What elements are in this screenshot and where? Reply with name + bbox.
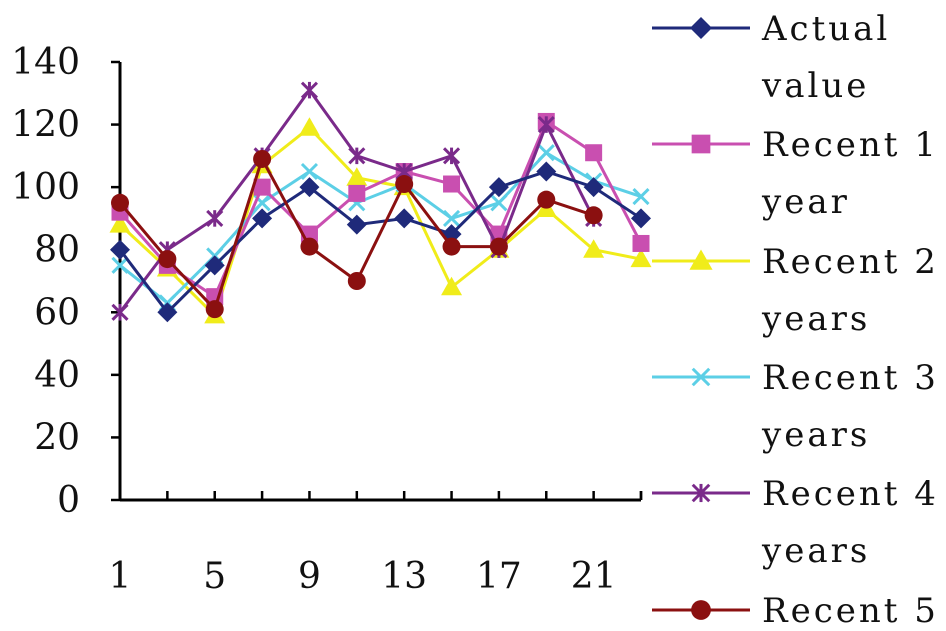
star-marker xyxy=(300,81,319,99)
diamond-marker xyxy=(690,17,712,39)
series-1 xyxy=(110,161,651,323)
chart-axes xyxy=(118,62,641,502)
square-marker xyxy=(691,134,711,154)
legend-label: Recent 3 xyxy=(762,358,939,398)
series-line xyxy=(118,170,642,314)
triangle-marker xyxy=(689,249,713,270)
y-tick-label: 140 xyxy=(11,42,80,83)
diamond-marker xyxy=(110,239,130,260)
diamond-marker xyxy=(346,214,367,235)
x-tick-label: 5 xyxy=(203,556,226,597)
legend-label: Recent 2 xyxy=(762,242,939,282)
y-axis-ticks: 0 20 40 60 80 100 120 140 xyxy=(11,42,120,521)
series-layer xyxy=(109,81,652,324)
circle-marker xyxy=(253,149,272,168)
circle-marker xyxy=(584,206,603,225)
x-marker-stroke xyxy=(111,256,129,274)
diamond-marker xyxy=(299,177,320,198)
x-marker xyxy=(442,209,461,227)
triangle-marker xyxy=(298,117,320,136)
triangle-marker xyxy=(441,276,463,296)
legend-label: Recent 5 xyxy=(762,591,939,631)
legend-entry: Recent 1 year xyxy=(652,125,939,222)
legend-label: Recent 1 xyxy=(762,125,939,165)
legend-label: years xyxy=(761,415,870,455)
x-marker-stroke xyxy=(442,209,461,227)
diamond-marker xyxy=(157,302,178,323)
x-marker xyxy=(691,367,711,387)
diamond-marker xyxy=(536,161,557,182)
x-tick-label: 21 xyxy=(571,556,617,597)
circle-marker xyxy=(442,237,461,256)
x-marker-stroke xyxy=(300,162,319,181)
star-marker xyxy=(442,147,461,165)
x-marker xyxy=(537,144,555,162)
circle-marker xyxy=(691,600,711,620)
x-axis-ticks: 1 5 9 13 17 21 xyxy=(109,491,643,597)
square-marker xyxy=(443,175,461,193)
star-marker xyxy=(348,147,366,165)
x-tick-label: 9 xyxy=(298,556,321,597)
legend-entry: Recent 2 years xyxy=(652,242,939,339)
x-marker-stroke xyxy=(691,367,711,387)
star-marker xyxy=(111,303,129,321)
square-marker xyxy=(348,184,366,202)
legend-label: Actual xyxy=(761,9,890,49)
circle-marker xyxy=(111,193,129,212)
x-marker-stroke xyxy=(490,194,508,212)
legend-label: Recent 4 xyxy=(762,474,939,514)
y-tick-label: 80 xyxy=(34,230,80,271)
y-tick-label: 0 xyxy=(57,480,80,521)
x-marker-stroke xyxy=(253,194,271,212)
circle-marker xyxy=(300,237,319,256)
y-tick-label: 120 xyxy=(11,105,80,146)
x-tick-label: 17 xyxy=(476,556,522,597)
triangle-marker xyxy=(630,248,652,268)
y-tick-label: 100 xyxy=(11,167,80,208)
diamond-marker xyxy=(488,177,509,198)
star-marker xyxy=(691,483,711,503)
y-tick-label: 20 xyxy=(34,417,80,458)
legend-label: value xyxy=(761,66,869,106)
square-marker xyxy=(632,234,650,252)
series-6 xyxy=(111,149,603,319)
triangle-marker xyxy=(583,239,605,258)
x-marker xyxy=(632,187,650,206)
diamond-marker xyxy=(252,208,273,229)
triangle-marker xyxy=(109,214,131,233)
circle-marker xyxy=(205,300,224,319)
legend-entry: Recent 3 years xyxy=(652,358,939,455)
y-tick-label: 60 xyxy=(34,292,80,333)
y-tick-label: 40 xyxy=(34,355,80,396)
legend-label: years xyxy=(761,299,870,339)
square-marker xyxy=(253,178,271,196)
circle-marker xyxy=(158,250,177,269)
diamond-marker xyxy=(204,255,225,276)
legend-entry: Recent 5 xyxy=(652,591,939,631)
x-marker-stroke xyxy=(632,187,650,206)
star-marker xyxy=(537,116,555,134)
x-tick-label: 1 xyxy=(109,556,132,597)
x-marker-stroke xyxy=(537,144,555,162)
x-marker xyxy=(300,162,319,181)
circle-marker xyxy=(347,272,366,290)
x-tick-label: 13 xyxy=(381,556,427,597)
diamond-marker xyxy=(583,177,604,198)
legend-label: year xyxy=(761,182,850,222)
diamond-marker xyxy=(631,208,651,229)
circle-marker xyxy=(489,237,508,256)
triangle-marker xyxy=(346,167,368,186)
legend-entry: Actual value xyxy=(652,9,890,106)
diamond-marker xyxy=(394,208,415,229)
star-marker xyxy=(206,209,224,227)
legend-entry: Recent 4 years xyxy=(652,474,939,571)
x-marker xyxy=(111,256,129,274)
legend-label: years xyxy=(761,531,870,571)
x-marker xyxy=(490,194,508,212)
square-marker xyxy=(585,144,603,162)
circle-marker xyxy=(395,175,414,194)
circle-marker xyxy=(537,190,556,209)
